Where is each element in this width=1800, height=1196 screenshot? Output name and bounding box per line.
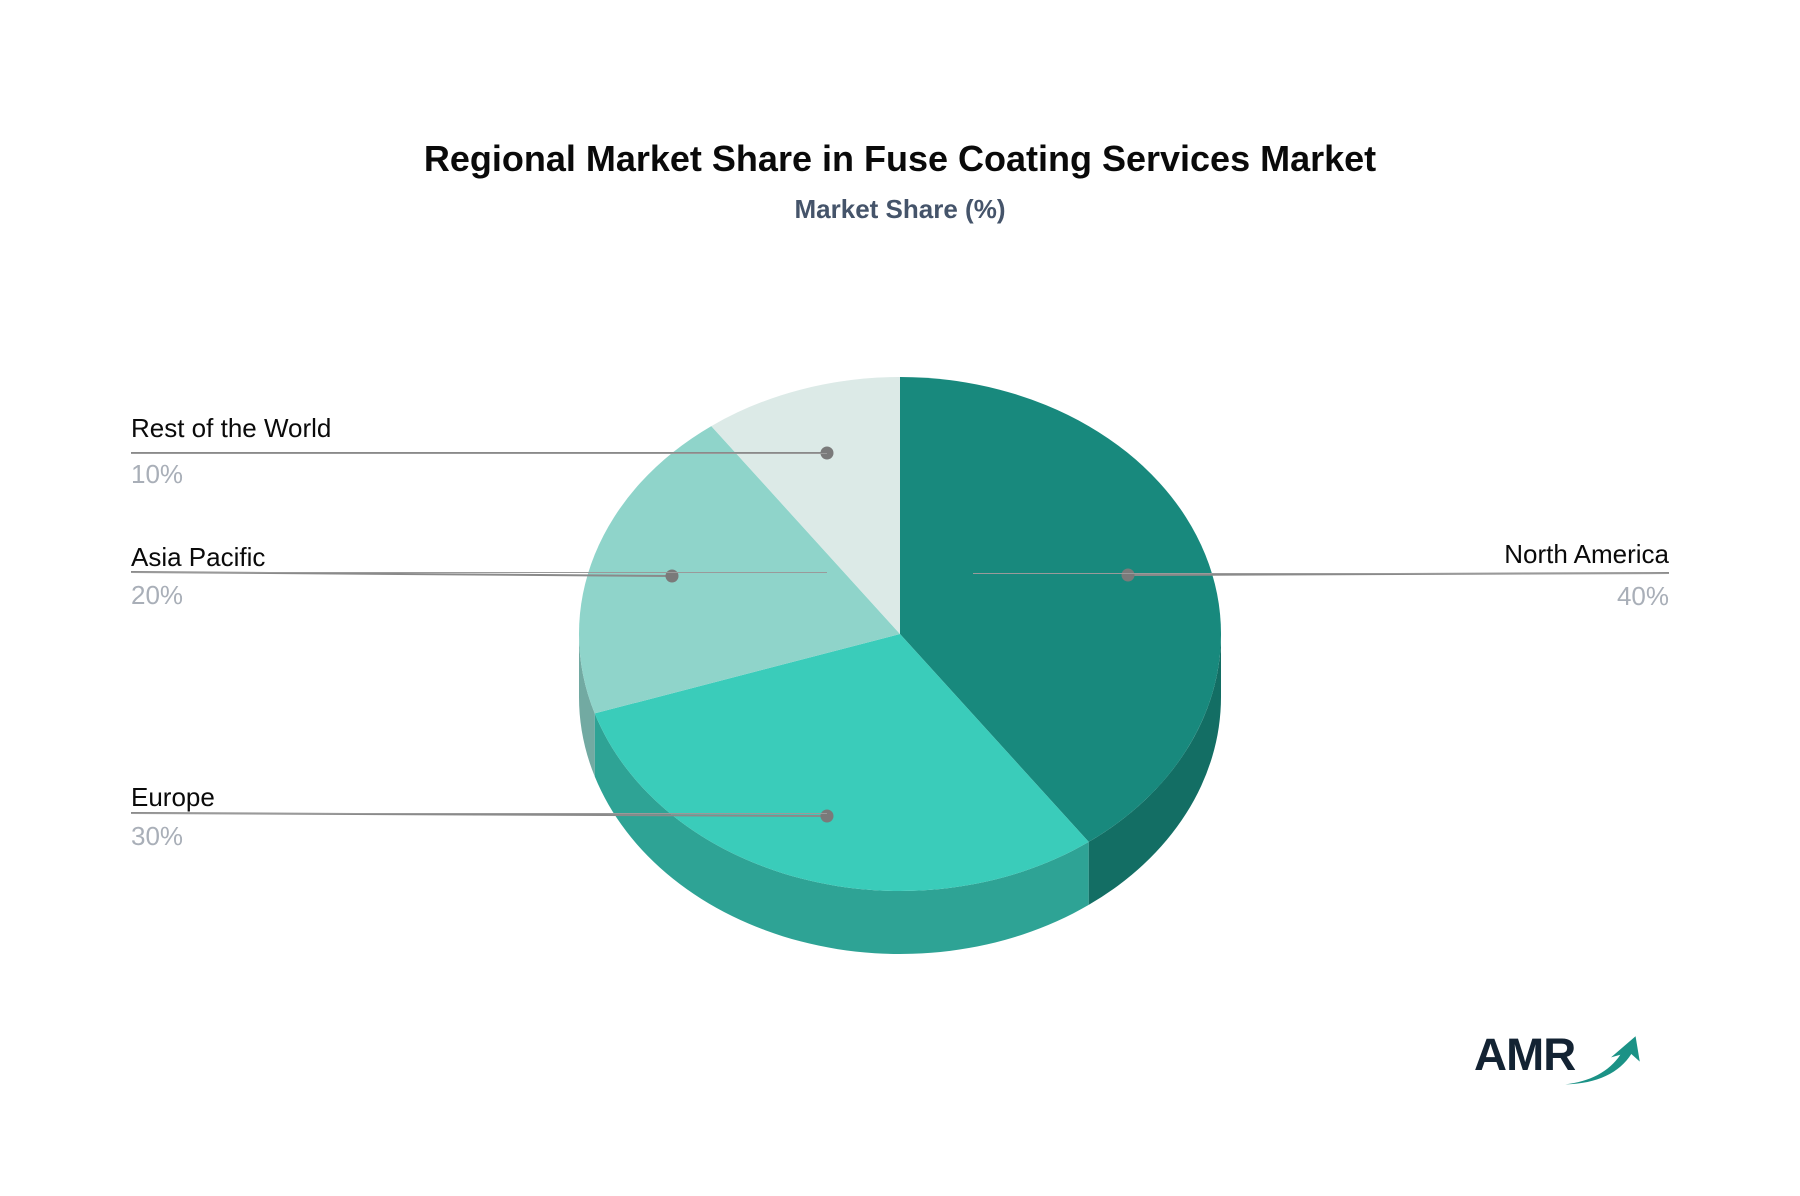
svg-text:AMR: AMR bbox=[1474, 1029, 1576, 1080]
